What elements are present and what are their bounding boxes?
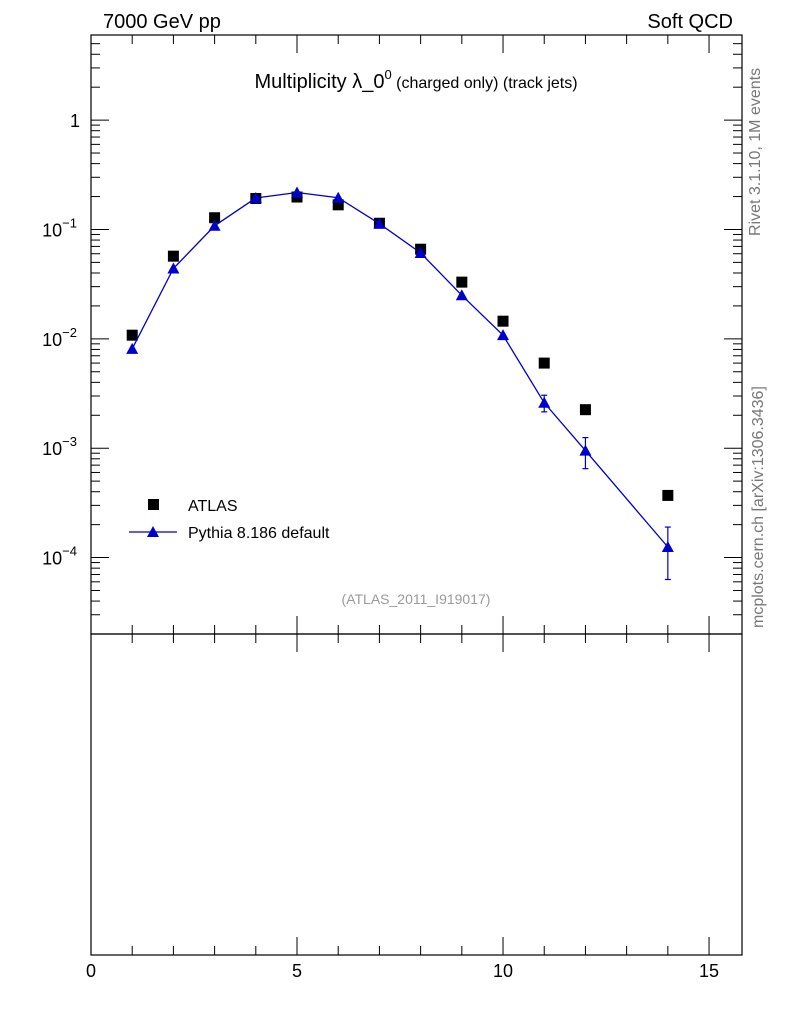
data-point — [209, 212, 221, 224]
y-tick-label: 1 — [70, 111, 80, 131]
y-tick-label: 10−4 — [42, 544, 77, 569]
analysis-tag: (ATLAS_2011_I919017) — [342, 591, 491, 607]
x-tick-label: 5 — [292, 961, 302, 981]
data-point — [579, 404, 591, 416]
data-point — [414, 246, 427, 258]
data-point — [455, 289, 468, 301]
legend: ATLAS Pythia 8.186 default — [129, 498, 330, 542]
ratio-plot-frame — [90, 633, 743, 956]
y-tick-label: 10−1 — [42, 215, 77, 240]
data-point — [167, 262, 180, 274]
series-layer — [126, 186, 674, 581]
series-1 — [126, 186, 674, 581]
chart-title-main: Multiplicity λ_0 — [254, 71, 384, 93]
y-tick-label: 10−2 — [42, 325, 77, 350]
legend-marker-atlas — [148, 499, 159, 510]
data-point — [332, 191, 345, 203]
data-point — [126, 329, 138, 341]
header-right: Soft QCD — [647, 11, 733, 33]
legend-label-atlas: ATLAS — [188, 498, 238, 515]
data-point — [126, 342, 139, 354]
y-tick-label: 10−3 — [42, 434, 77, 459]
data-point — [538, 396, 551, 408]
side-label-rivet: Rivet 3.1.10, 1M events — [747, 68, 764, 236]
chart-title: Multiplicity λ_00 (charged only) (track … — [254, 67, 577, 93]
data-point — [167, 250, 179, 262]
legend-marker-pythia — [147, 526, 159, 537]
x-tick-label: 0 — [86, 961, 96, 981]
data-point — [538, 357, 550, 369]
data-point — [661, 540, 674, 552]
data-point — [332, 199, 344, 211]
data-point — [497, 329, 510, 341]
data-point — [456, 276, 468, 288]
x-tick-label: 10 — [493, 961, 513, 981]
chart-title-sub: (charged only) (track jets) — [392, 75, 578, 92]
data-point — [579, 444, 592, 456]
side-label-mcplots: mcplots.cern.ch [arXiv:1306.3436] — [750, 386, 767, 628]
legend-label-pythia: Pythia 8.186 default — [188, 525, 330, 542]
data-point — [662, 489, 674, 501]
chart-title-sup: 0 — [384, 67, 391, 82]
data-point — [208, 219, 221, 231]
main-plot-frame — [90, 34, 743, 635]
data-point — [497, 315, 509, 327]
series-line — [131, 191, 669, 548]
data-point — [249, 191, 262, 203]
header-left: 7000 GeV pp — [103, 11, 221, 33]
y-axis: 1 10−1 10−2 10−3 10−4 — [42, 34, 742, 635]
x-tick-label: 15 — [699, 961, 719, 981]
x-axis: 0 5 10 15 — [86, 35, 719, 981]
data-point — [373, 217, 386, 229]
data-point — [291, 186, 304, 198]
